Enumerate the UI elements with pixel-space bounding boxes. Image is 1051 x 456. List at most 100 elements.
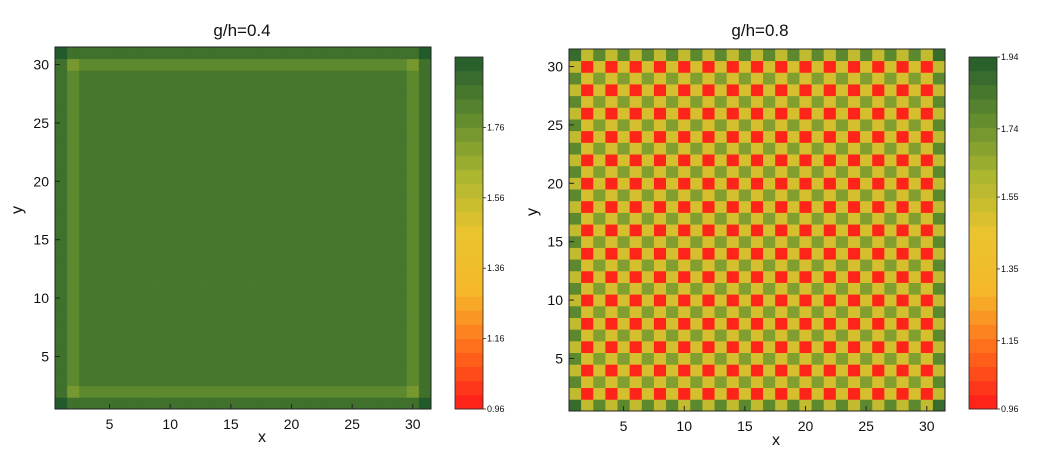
heatmap-cell — [200, 257, 214, 270]
y-tick-label: 25 — [547, 117, 563, 133]
heatmap-cell — [188, 327, 201, 340]
heatmap-cell — [750, 247, 764, 260]
colorbar-tick-label: 0.96 — [487, 404, 505, 414]
heatmap-cell — [273, 315, 286, 328]
heatmap-cell — [799, 212, 812, 225]
heatmap-cell — [799, 107, 812, 120]
heatmap-cell — [702, 177, 715, 190]
heatmap-cell — [346, 280, 359, 293]
heatmap-cell — [581, 282, 594, 295]
heatmap-cell — [358, 140, 371, 153]
heatmap-cell — [55, 117, 68, 130]
heatmap-cells — [569, 49, 946, 412]
heatmap-cell — [750, 224, 764, 237]
heatmap-cell — [799, 165, 812, 178]
heatmap-cell — [847, 375, 861, 389]
heatmap-cell — [406, 93, 420, 106]
heatmap-cell — [188, 128, 201, 141]
heatmap-cell — [79, 397, 92, 410]
heatmap-cell — [908, 235, 922, 248]
heatmap-cell — [847, 247, 861, 260]
heatmap-cell — [394, 350, 408, 363]
heatmap-cell — [581, 235, 594, 248]
heatmap-cell — [726, 142, 740, 155]
heatmap-cell — [847, 259, 861, 272]
heatmap-cell — [285, 292, 298, 305]
heatmap-cell — [617, 95, 631, 108]
heatmap-cell — [678, 189, 691, 202]
heatmap-cell — [346, 292, 359, 305]
heatmap-cell — [605, 317, 618, 330]
heatmap-cell — [139, 327, 153, 340]
colorbar-band — [969, 310, 997, 325]
heatmap-cell — [261, 187, 274, 200]
heatmap-cell — [666, 154, 679, 167]
heatmap-cell — [629, 305, 643, 318]
heatmap-cell — [91, 280, 104, 293]
heatmap-cell — [139, 268, 153, 281]
heatmap-cell — [249, 385, 262, 398]
heatmap-cell — [261, 47, 274, 60]
heatmap-cell — [763, 340, 776, 354]
heatmap-cell — [738, 235, 752, 248]
heatmap-cell — [321, 338, 335, 352]
heatmap-cell — [823, 119, 837, 132]
heatmap-cell — [847, 224, 861, 237]
heatmap-cell — [127, 385, 141, 398]
heatmap-cell — [261, 152, 274, 165]
heatmap-cell — [617, 177, 631, 190]
heatmap-cell — [702, 352, 715, 365]
heatmap-cell — [236, 140, 250, 153]
heatmap-cell — [641, 72, 655, 85]
heatmap-cell — [593, 282, 606, 295]
heatmap-cell — [847, 282, 861, 295]
heatmap-cell — [641, 84, 655, 97]
heatmap-cell — [641, 305, 655, 318]
heatmap-cell — [702, 375, 715, 389]
heatmap-cell — [641, 247, 655, 260]
heatmap-cell — [321, 70, 335, 83]
heatmap-cell — [346, 268, 359, 281]
heatmap-cell — [321, 105, 335, 118]
colorbar-band — [455, 197, 483, 213]
heatmap-cell — [835, 235, 849, 248]
heatmap-cell — [79, 82, 92, 95]
heatmap-cell — [224, 350, 238, 363]
heatmap-cell — [678, 317, 691, 330]
heatmap-cell — [714, 259, 728, 272]
heatmap-cell — [569, 352, 582, 365]
heatmap-cell — [811, 317, 825, 330]
heatmap-cell — [847, 49, 861, 62]
heatmap-cell — [394, 303, 408, 316]
colorbar-band — [455, 254, 483, 269]
heatmap-cell — [896, 49, 910, 62]
heatmap-cell — [139, 257, 153, 270]
heatmap-cell — [236, 210, 250, 223]
heatmap-cell — [823, 387, 837, 400]
heatmap-cell — [382, 152, 396, 165]
x-tick-label: 5 — [106, 416, 114, 432]
heatmap-cell — [860, 317, 873, 330]
heatmap-cell — [908, 259, 922, 272]
heatmap-cell — [333, 303, 347, 316]
heatmap-cell — [666, 119, 679, 132]
heatmap-cell — [617, 352, 631, 365]
heatmap-cell — [249, 70, 262, 83]
heatmap-cell — [394, 198, 408, 211]
heatmap-cell — [55, 292, 68, 305]
heatmap-cell — [188, 198, 201, 211]
heatmap-cell — [641, 165, 655, 178]
heatmap-cell — [629, 235, 643, 248]
heatmap-cell — [702, 235, 715, 248]
heatmap-cell — [91, 175, 104, 188]
heatmap-cell — [321, 373, 335, 387]
heatmap-cell — [358, 93, 371, 106]
heatmap-cell — [641, 282, 655, 295]
heatmap-cell — [406, 163, 420, 176]
heatmap-cell — [297, 140, 311, 153]
heatmap-cell — [896, 107, 910, 120]
heatmap-cell — [321, 280, 335, 293]
heatmap-cell — [605, 200, 618, 213]
heatmap-cell — [406, 175, 420, 188]
heatmap-cell — [569, 364, 582, 377]
